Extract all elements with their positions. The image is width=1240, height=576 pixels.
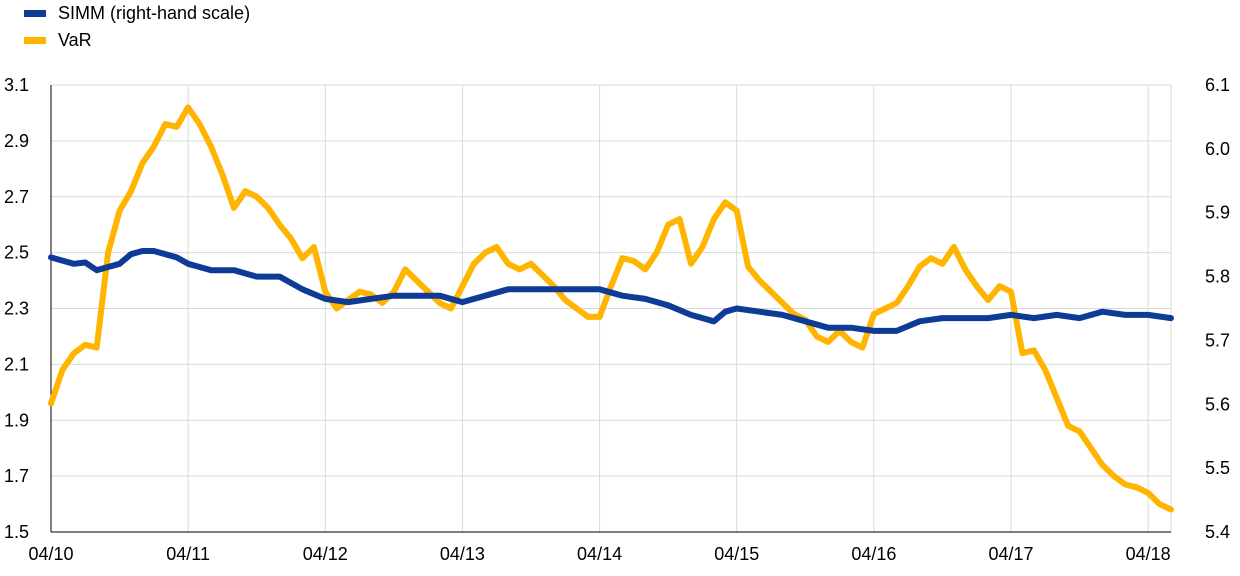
left-tick-label: 2.3 [4,299,29,319]
left-tick-label: 2.7 [4,187,29,207]
x-tick-label: 04/17 [988,544,1033,564]
x-tick-label: 04/15 [714,544,759,564]
left-tick-label: 1.7 [4,466,29,486]
var-series-line [48,104,1174,513]
legend-label-simm: SIMM (right-hand scale) [58,3,251,23]
left-tick-label: 1.5 [4,522,29,542]
right-tick-label: 5.7 [1205,330,1230,350]
left-tick-label: 2.1 [4,354,29,374]
legend-swatch-var [24,37,46,44]
right-tick-label: 5.9 [1205,203,1230,223]
legend-item-var: VaR [24,27,250,54]
right-tick-label: 5.4 [1205,522,1230,542]
right-tick-label: 5.5 [1205,458,1230,478]
legend-swatch-simm [24,10,46,17]
legend-label-var: VaR [58,30,92,50]
x-tick-label: 04/18 [1126,544,1171,564]
x-tick-label: 04/14 [577,544,622,564]
legend-item-simm: SIMM (right-hand scale) [24,0,250,27]
right-tick-label: 6.0 [1205,139,1230,159]
right-tick-label: 5.6 [1205,394,1230,414]
x-tick-label: 04/13 [440,544,485,564]
legend: SIMM (right-hand scale) VaR [24,0,250,54]
x-tick-label: 04/16 [851,544,896,564]
left-tick-label: 2.9 [4,131,29,151]
x-tick-label: 04/11 [166,544,210,564]
right-tick-label: 5.8 [1205,267,1230,287]
left-tick-label: 2.5 [4,243,29,263]
left-tick-label: 3.1 [4,75,29,95]
simm-series-line [48,248,1174,334]
left-tick-label: 1.9 [4,410,29,430]
x-tick-label: 04/12 [303,544,348,564]
right-tick-label: 6.1 [1205,75,1230,95]
x-tick-label: 04/10 [28,544,73,564]
